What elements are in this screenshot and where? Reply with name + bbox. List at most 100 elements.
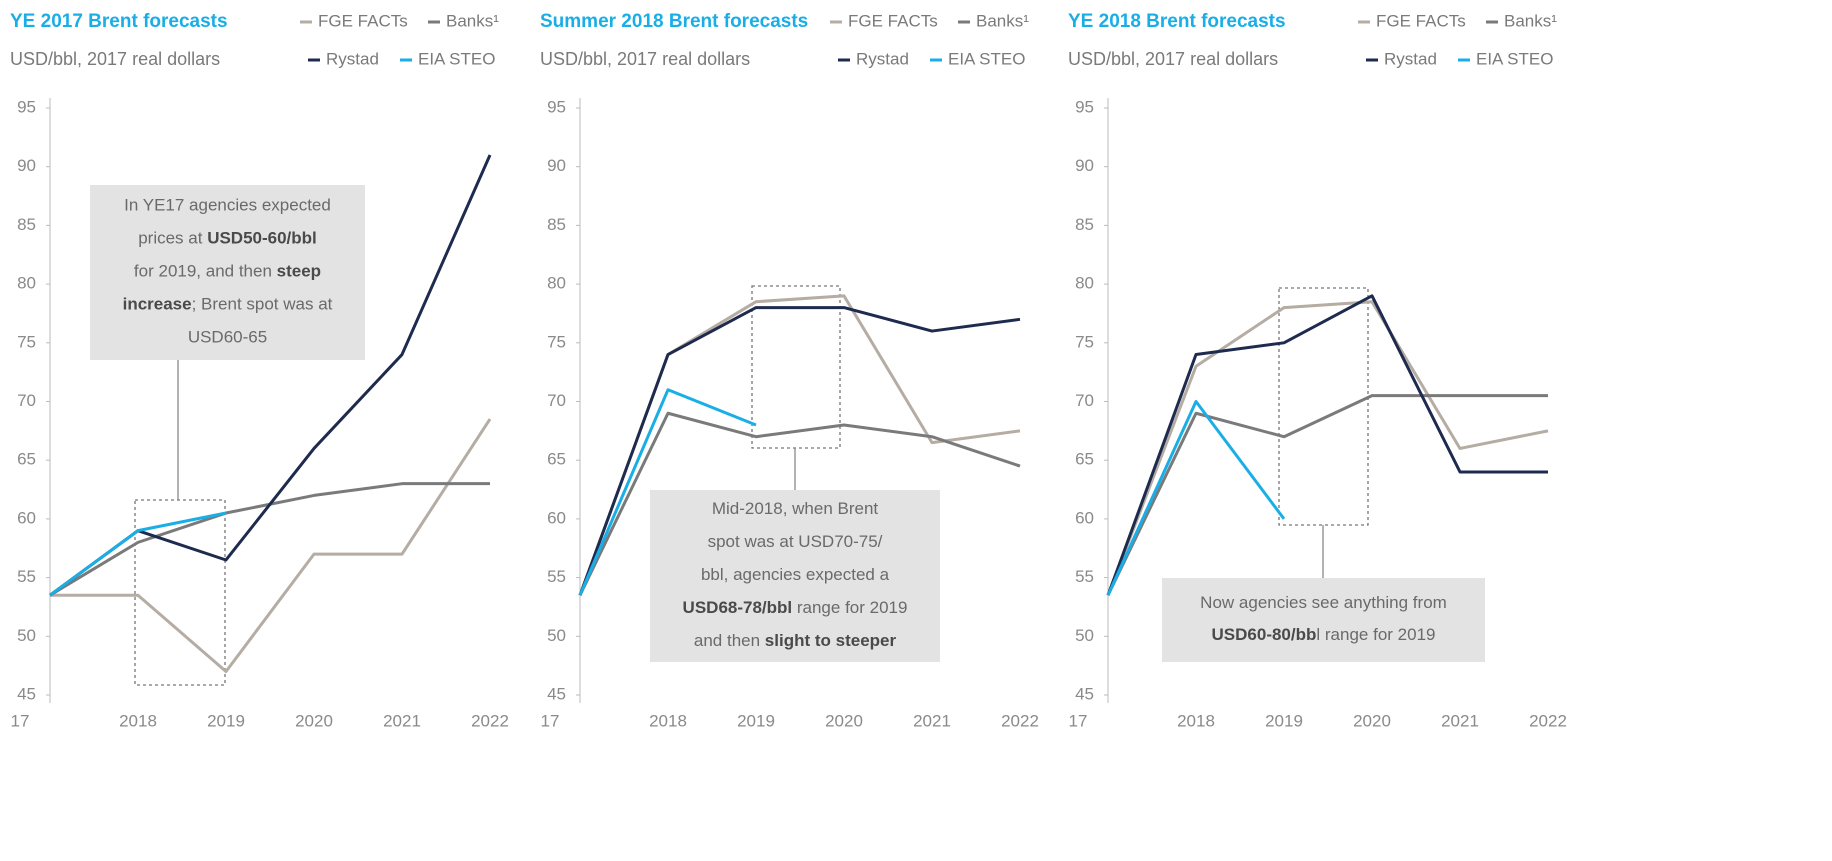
- y-tick-label: 60: [1075, 508, 1094, 527]
- annotation-box: [1162, 578, 1485, 662]
- annotation-line: Now agencies see anything from: [1200, 593, 1447, 612]
- annotation-text: In YE17 agencies expected: [124, 196, 331, 215]
- annotation-text: USD50-60/bbl: [207, 229, 317, 248]
- chart-panel: Summer 2018 Brent forecasts USD/bbl, 2017…: [540, 11, 1039, 730]
- y-tick-label: 65: [1075, 450, 1094, 469]
- x-tick-label: 2022: [471, 711, 509, 730]
- annotation-text: ; Brent spot was at: [192, 295, 333, 314]
- y-tick-label: 50: [1075, 626, 1094, 645]
- series-line: [49, 511, 227, 597]
- y-tick-label: 85: [1075, 215, 1094, 234]
- y-tick-label: 50: [17, 626, 36, 645]
- series-line: [1106, 394, 1548, 596]
- y-tick-label: 50: [547, 626, 566, 645]
- annotation-text: for 2019, and then: [134, 262, 277, 281]
- y-tick-label: 75: [1075, 332, 1094, 351]
- annotation-line: Mid-2018, when Brent: [712, 499, 879, 518]
- y-tick-label: 45: [547, 684, 566, 703]
- x-tick-label: 2021: [1441, 711, 1479, 730]
- x-tick-label: 2018: [649, 711, 687, 730]
- highlight-box: [134, 499, 226, 686]
- annotation-box: [90, 185, 365, 360]
- x-tick-label: 2018: [1177, 711, 1215, 730]
- annotation-line: spot was at USD70-75/: [708, 532, 883, 551]
- x-tick-label: 2019: [1265, 711, 1303, 730]
- x-tick-label: 17: [1069, 711, 1088, 730]
- y-tick-label: 60: [547, 508, 566, 527]
- annotation-line: USD60-65: [188, 328, 267, 347]
- annotation-text: Mid-2018, when Brent: [712, 499, 879, 518]
- x-tick-label: 2021: [913, 711, 951, 730]
- series-line: [1106, 400, 1286, 596]
- x-tick-label: 2022: [1001, 711, 1039, 730]
- series-line: [49, 482, 490, 597]
- y-tick-label: 70: [17, 391, 36, 410]
- series-line: [1106, 294, 1548, 596]
- annotation-text: steep: [277, 262, 321, 281]
- highlight-box: [751, 285, 841, 449]
- chart-subtitle: USD/bbl, 2017 real dollars: [1068, 49, 1278, 69]
- y-tick-label: 45: [1075, 684, 1094, 703]
- y-tick-label: 65: [17, 450, 36, 469]
- annotation-text: spot was at USD70-75/: [708, 532, 883, 551]
- chart-panel: YE 2017 Brent forecasts USD/bbl, 2017 rea…: [10, 11, 509, 730]
- chart-title: Summer 2018 Brent forecasts: [540, 11, 808, 32]
- annotation-line: USD60-80/bbl range for 2019: [1212, 625, 1436, 644]
- x-tick-label: 2020: [825, 711, 863, 730]
- y-tick-label: 60: [17, 508, 36, 527]
- annotation-text: USD68-78/bbl: [683, 598, 793, 617]
- x-tick-label: 2022: [1529, 711, 1567, 730]
- y-tick-label: 80: [17, 274, 36, 293]
- annotation-text: USD60-65: [188, 328, 267, 347]
- series-line: [578, 411, 1021, 596]
- legend-label: Rystad: [1384, 49, 1437, 68]
- y-tick-label: 75: [547, 332, 566, 351]
- annotation-text: increase: [123, 295, 192, 314]
- legend-label: Banks¹: [446, 11, 499, 30]
- highlight-box: [1278, 287, 1369, 526]
- y-tick-label: 70: [547, 391, 566, 410]
- annotation-line: and then slight to steeper: [694, 631, 897, 650]
- chart-title: YE 2017 Brent forecasts: [10, 11, 228, 32]
- legend-label: FGE FACTs: [318, 11, 408, 30]
- y-tick-label: 55: [17, 567, 36, 586]
- y-tick-label: 85: [547, 215, 566, 234]
- annotation-text: and then: [694, 631, 765, 650]
- x-tick-label: 2020: [1353, 711, 1391, 730]
- annotation-line: prices at USD50-60/bbl: [138, 229, 317, 248]
- chart-subtitle: USD/bbl, 2017 real dollars: [10, 49, 220, 69]
- legend-label: EIA STEO: [1476, 49, 1553, 68]
- legend-label: Rystad: [326, 49, 379, 68]
- legend-label: FGE FACTs: [1376, 11, 1466, 30]
- x-tick-label: 17: [541, 711, 560, 730]
- series-line: [50, 418, 492, 674]
- annotation-line: for 2019, and then steep: [134, 262, 321, 281]
- legend-label: Banks¹: [976, 11, 1029, 30]
- annotation-text: prices at: [138, 229, 207, 248]
- annotation-line: USD68-78/bbl range for 2019: [683, 598, 908, 617]
- y-tick-label: 70: [1075, 391, 1094, 410]
- legend-label: FGE FACTs: [848, 11, 938, 30]
- x-tick-label: 2020: [295, 711, 333, 730]
- annotation-text: slight to steeper: [765, 631, 897, 650]
- y-tick-label: 95: [547, 97, 566, 116]
- chart-title: YE 2018 Brent forecasts: [1068, 11, 1286, 32]
- y-tick-label: 55: [1075, 567, 1094, 586]
- series-line: [578, 388, 757, 596]
- y-tick-label: 95: [17, 97, 36, 116]
- chart-subtitle: USD/bbl, 2017 real dollars: [540, 49, 750, 69]
- y-tick-label: 85: [17, 215, 36, 234]
- series-line: [578, 306, 1021, 596]
- y-tick-label: 45: [17, 684, 36, 703]
- y-tick-label: 80: [547, 274, 566, 293]
- chart-panel: YE 2018 Brent forecasts USD/bbl, 2017 rea…: [1068, 11, 1567, 730]
- x-tick-label: 2018: [119, 711, 157, 730]
- series-line: [1106, 300, 1549, 596]
- legend-label: Rystad: [856, 49, 909, 68]
- annotation-box: [650, 490, 940, 662]
- y-tick-label: 90: [1075, 156, 1094, 175]
- annotation-line: In YE17 agencies expected: [124, 196, 331, 215]
- annotation-text: bbl, agencies expected a: [701, 565, 890, 584]
- annotation-line: increase; Brent spot was at: [123, 295, 333, 314]
